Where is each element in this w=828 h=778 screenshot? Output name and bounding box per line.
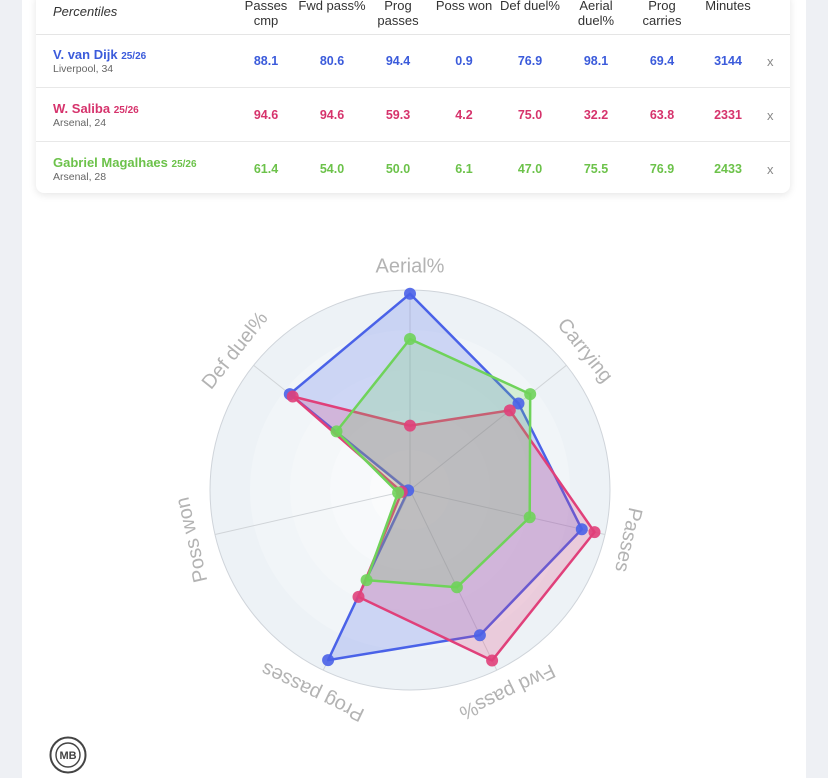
table-cell: 63.8 <box>649 108 675 122</box>
season-tag: 25/26 <box>121 51 147 62</box>
table-cell: 94.6 <box>319 108 345 122</box>
radar-point <box>524 388 537 401</box>
table-cell: 6.1 <box>455 162 473 176</box>
table-cell: 80.6 <box>319 54 345 68</box>
column-header[interactable]: Def duel% <box>500 0 560 13</box>
player-name[interactable]: V. van Dijk 25/26 <box>53 47 146 62</box>
player-meta: Liverpool, 34 <box>53 63 114 75</box>
logo-text: MB <box>59 750 76 762</box>
radar-spoke <box>409 364 567 491</box>
column-header[interactable]: Aerial duel% <box>577 0 615 28</box>
radar-axis-label: Passes <box>610 505 646 574</box>
radar-point <box>286 390 299 403</box>
table-cell: 76.9 <box>517 54 543 68</box>
table-cell: 2433 <box>714 162 742 176</box>
table-row: W. Saliba 25/26 Arsenal, 24 94.6 94.6 59.3 4.… <box>36 88 790 142</box>
column-header[interactable]: Poss won <box>435 0 493 13</box>
player-name-text: V. van Dijk <box>53 47 118 62</box>
table-header: Percentiles Passes cmp Fwd pass% Prog pass… <box>36 0 790 35</box>
radar-point <box>404 287 416 300</box>
player-name[interactable]: W. Saliba 25/26 <box>53 101 139 116</box>
radar-spoke <box>409 489 606 535</box>
player-meta: Arsenal, 28 <box>53 171 107 183</box>
table-cell: 75.5 <box>583 162 609 176</box>
remove-player-button[interactable]: x <box>767 54 774 69</box>
table-cell: 98.1 <box>583 54 609 68</box>
table-row: Gabriel Magalhaes 25/26 Arsenal, 28 61.4 54… <box>36 142 790 195</box>
table-cell: 47.0 <box>517 162 543 176</box>
radar-axis-label: Poss won <box>172 495 213 584</box>
table-cell: 69.4 <box>649 54 675 68</box>
radar-point <box>404 419 416 432</box>
column-header[interactable]: Minutes <box>705 0 751 13</box>
radar-series-area <box>291 395 596 662</box>
radar-point <box>404 333 416 345</box>
radar-point <box>360 574 373 587</box>
table-cell: 32.2 <box>583 108 609 122</box>
table-cell: 94.4 <box>385 54 411 68</box>
logo: MB <box>49 736 87 774</box>
column-header[interactable]: Fwd pass% <box>298 0 366 13</box>
radar-point <box>352 590 365 603</box>
radar-point <box>512 397 525 410</box>
table-cell: 4.2 <box>455 108 473 122</box>
radar-point <box>588 526 601 539</box>
season-tag: 25/26 <box>171 159 197 170</box>
table-cell: 54.0 <box>319 162 345 176</box>
radar-point <box>473 629 486 642</box>
table-cell: 0.9 <box>455 54 473 68</box>
radar-point <box>486 654 499 667</box>
percentiles-table: Percentiles Passes cmp Fwd pass% Prog pass… <box>36 0 790 193</box>
player-name[interactable]: Gabriel Magalhaes 25/26 <box>53 155 197 170</box>
remove-player-button[interactable]: x <box>767 162 774 177</box>
radar-point <box>392 486 405 499</box>
radar-point <box>523 511 536 524</box>
radar-spoke <box>214 489 411 535</box>
table-cell: 75.0 <box>517 108 543 122</box>
season-tag: 25/26 <box>113 105 139 116</box>
table-cell: 50.0 <box>385 162 411 176</box>
column-header[interactable]: Prog carries <box>642 0 682 28</box>
player-meta: Arsenal, 24 <box>53 117 107 129</box>
radar-point <box>450 581 463 594</box>
table-cell: 88.1 <box>253 54 279 68</box>
player-name-text: Gabriel Magalhaes <box>53 155 168 170</box>
column-header[interactable]: Passes cmp <box>244 0 288 28</box>
table-cell: 2331 <box>714 108 742 122</box>
table-cell: 76.9 <box>649 162 675 176</box>
remove-player-button[interactable]: x <box>767 108 774 123</box>
column-header[interactable]: Prog passes <box>377 0 419 28</box>
radar-point <box>575 523 588 536</box>
radar-point <box>330 425 343 438</box>
radar-axis-label: Aerial% <box>376 255 445 277</box>
table-row: V. van Dijk 25/26 Liverpool, 34 88.1 80.6 94… <box>36 34 790 88</box>
table-cell: 59.3 <box>385 108 411 122</box>
radar-series-area <box>335 337 532 589</box>
table-cell: 94.6 <box>253 108 279 122</box>
table-cell: 3144 <box>714 54 742 68</box>
player-name-text: W. Saliba <box>53 101 111 116</box>
radar-point <box>503 404 516 417</box>
radar-point <box>322 654 335 667</box>
table-cell: 61.4 <box>253 162 279 176</box>
table-title: Percentiles <box>53 4 118 19</box>
